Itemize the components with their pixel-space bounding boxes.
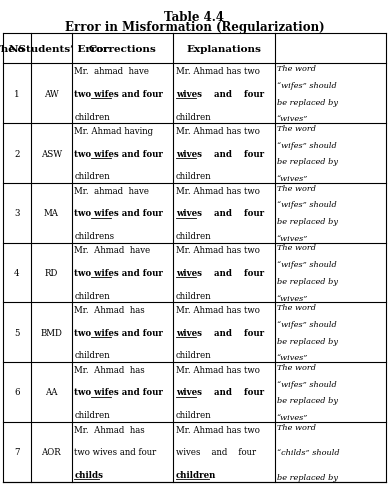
- Text: The word: The word: [277, 244, 316, 252]
- Text: children: children: [74, 351, 110, 360]
- Text: Explanations: Explanations: [187, 45, 262, 54]
- Text: Mr.  ahmad  have: Mr. ahmad have: [74, 186, 149, 195]
- Text: children: children: [74, 291, 110, 300]
- Text: “wives”: “wives”: [277, 294, 308, 302]
- Text: Mr. Ahmad has two: Mr. Ahmad has two: [176, 305, 259, 315]
- Text: “wives”: “wives”: [277, 115, 308, 123]
- Text: be replaced by: be replaced by: [277, 98, 338, 106]
- Text: MA: MA: [44, 209, 59, 218]
- Text: The word: The word: [277, 303, 316, 312]
- Text: wives    and    four: wives and four: [176, 447, 256, 456]
- Text: two wifes and four: two wifes and four: [74, 90, 163, 99]
- Text: Mr.  Ahmad  has: Mr. Ahmad has: [74, 305, 145, 315]
- Text: 3: 3: [14, 209, 19, 218]
- Text: “wifes” should: “wifes” should: [277, 380, 336, 388]
- Text: Table 4.4: Table 4.4: [165, 11, 224, 24]
- Text: ASW: ASW: [41, 149, 62, 158]
- Text: The word: The word: [277, 125, 316, 133]
- Text: Mr. Ahmad has two: Mr. Ahmad has two: [176, 67, 259, 76]
- Text: children: children: [74, 112, 110, 121]
- Text: children: children: [176, 410, 211, 419]
- Text: 6: 6: [14, 388, 19, 397]
- Text: two wifes and four: two wifes and four: [74, 209, 163, 218]
- Text: BMD: BMD: [40, 328, 62, 337]
- Text: two wifes and four: two wifes and four: [74, 388, 163, 397]
- Text: “childs” should: “childs” should: [277, 448, 340, 456]
- Text: Mr. Ahmad has two: Mr. Ahmad has two: [176, 365, 259, 374]
- Text: two wives and four: two wives and four: [74, 447, 157, 456]
- Text: two wifes and four: two wifes and four: [74, 269, 163, 277]
- Text: “wives”: “wives”: [277, 413, 308, 421]
- Text: Mr. Ahmad has two: Mr. Ahmad has two: [176, 186, 259, 195]
- Text: wives    and    four: wives and four: [176, 328, 264, 337]
- Text: two wifes and four: two wifes and four: [74, 328, 163, 337]
- Text: “wifes” should: “wifes” should: [277, 201, 336, 209]
- Text: Mr.  Ahmad  has: Mr. Ahmad has: [74, 424, 145, 434]
- Text: Mr. Ahmad has two: Mr. Ahmad has two: [176, 127, 259, 136]
- Text: 1: 1: [14, 90, 20, 99]
- Text: Mr. Ahmad has two: Mr. Ahmad has two: [176, 246, 259, 255]
- Text: Mr. Ahmad having: Mr. Ahmad having: [74, 127, 154, 136]
- Text: two wifes and four: two wifes and four: [74, 149, 163, 158]
- Text: “wives”: “wives”: [277, 234, 308, 242]
- Text: be replaced by: be replaced by: [277, 337, 338, 345]
- Text: children: children: [74, 410, 110, 419]
- Text: Mr.  Ahmad  have: Mr. Ahmad have: [74, 246, 151, 255]
- Text: wives    and    four: wives and four: [176, 90, 264, 99]
- Text: children: children: [176, 172, 211, 181]
- Text: children: children: [176, 112, 211, 121]
- Text: wives    and    four: wives and four: [176, 209, 264, 218]
- Text: “wifes” should: “wifes” should: [277, 260, 336, 269]
- Text: wives    and    four: wives and four: [176, 388, 264, 397]
- Text: wives    and    four: wives and four: [176, 149, 264, 158]
- Text: children: children: [176, 291, 211, 300]
- Text: be replaced by: be replaced by: [277, 473, 338, 481]
- Text: be replaced by: be replaced by: [277, 158, 338, 166]
- Text: children: children: [176, 351, 211, 360]
- Text: childs: childs: [74, 470, 103, 479]
- Text: AOR: AOR: [42, 447, 61, 456]
- Text: “wives”: “wives”: [277, 354, 308, 362]
- Text: wives    and    four: wives and four: [176, 269, 264, 277]
- Text: The word: The word: [277, 184, 316, 192]
- Text: be replaced by: be replaced by: [277, 277, 338, 285]
- Text: AA: AA: [45, 388, 58, 397]
- Text: The word: The word: [277, 65, 316, 73]
- Text: children: children: [176, 231, 211, 241]
- Text: 2: 2: [14, 149, 19, 158]
- Text: childrens: childrens: [74, 231, 114, 241]
- Text: 5: 5: [14, 328, 19, 337]
- Text: be replaced by: be replaced by: [277, 396, 338, 405]
- Text: The Students’ Error: The Students’ Error: [0, 45, 109, 54]
- Text: The word: The word: [277, 423, 316, 431]
- Text: AW: AW: [44, 90, 59, 99]
- Text: Corrections: Corrections: [89, 45, 157, 54]
- Text: No: No: [9, 45, 25, 54]
- Text: be replaced by: be replaced by: [277, 218, 338, 226]
- Text: RD: RD: [45, 269, 58, 277]
- Text: “wifes” should: “wifes” should: [277, 82, 336, 90]
- Text: The word: The word: [277, 363, 316, 371]
- Text: children: children: [176, 470, 216, 479]
- Text: Error in Misformation (Regularization): Error in Misformation (Regularization): [65, 21, 324, 34]
- Text: Mr.  Ahmad  has: Mr. Ahmad has: [74, 365, 145, 374]
- Text: children: children: [74, 172, 110, 181]
- Text: 7: 7: [14, 447, 19, 456]
- Text: Mr.  ahmad  have: Mr. ahmad have: [74, 67, 149, 76]
- Text: 4: 4: [14, 269, 19, 277]
- Text: “wifes” should: “wifes” should: [277, 141, 336, 150]
- Text: “wives”: “wives”: [277, 175, 308, 183]
- Text: “wifes” should: “wifes” should: [277, 320, 336, 328]
- Text: Mr. Ahmad has two: Mr. Ahmad has two: [176, 424, 259, 434]
